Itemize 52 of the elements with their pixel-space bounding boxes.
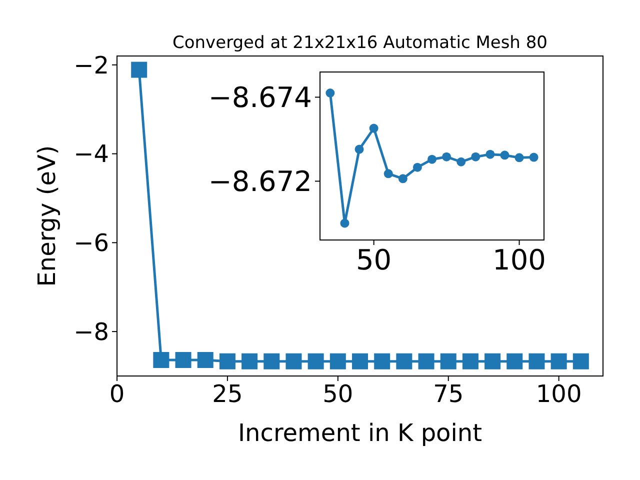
point [486, 150, 495, 159]
point [354, 144, 364, 154]
point [550, 353, 567, 370]
point [456, 157, 466, 166]
point [440, 353, 456, 370]
point [286, 353, 302, 370]
point [175, 352, 192, 368]
point [506, 353, 523, 370]
point [572, 353, 589, 370]
point [264, 353, 280, 370]
x-tick-label: 100 [536, 380, 582, 408]
x-tick-label: 100 [492, 243, 546, 276]
y-tick-label: −4 [74, 140, 109, 168]
point [514, 153, 524, 162]
x-tick-label: 25 [212, 380, 243, 408]
point [462, 353, 478, 370]
point [374, 353, 390, 370]
y-tick-label: −6 [74, 229, 109, 258]
point [500, 150, 510, 160]
point [131, 62, 148, 78]
point [219, 353, 236, 370]
point [197, 352, 214, 368]
x-tick-label: 50 [356, 243, 392, 276]
point [330, 353, 346, 370]
point [471, 152, 480, 162]
point [352, 353, 368, 370]
chart-title: Converged at 21x21x16 Automatic Mesh 80 [172, 33, 548, 53]
y-tick-label: −8 [74, 318, 109, 346]
point [242, 353, 258, 370]
point [308, 353, 324, 370]
point [529, 152, 538, 162]
x-tick-label: 50 [322, 380, 354, 408]
point [326, 88, 335, 98]
y-axis-title: Energy (eV) [33, 145, 61, 287]
point [484, 353, 501, 370]
point [442, 152, 452, 162]
y-tick-label: −8.674 [208, 81, 312, 114]
x-tick-label: 0 [109, 380, 125, 408]
point [398, 174, 408, 184]
point [396, 353, 412, 370]
point [384, 169, 393, 178]
point [528, 353, 545, 370]
point [428, 154, 436, 164]
point [412, 162, 422, 172]
x-axis-title: Increment in K point [238, 419, 482, 447]
y-tick-label: −8.672 [208, 165, 312, 198]
point [369, 124, 378, 133]
y-tick-label: −2 [74, 51, 109, 80]
x-tick-label: 75 [433, 380, 464, 408]
point [418, 353, 434, 370]
point [153, 352, 170, 368]
point [340, 218, 350, 228]
